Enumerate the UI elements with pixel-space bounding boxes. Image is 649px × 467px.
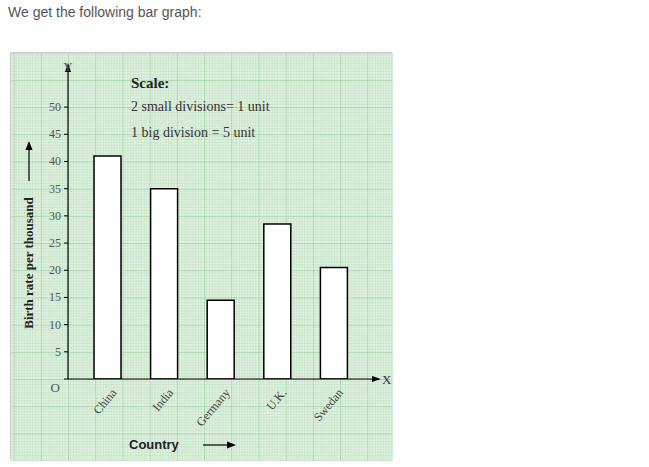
- svg-text:Germany: Germany: [193, 386, 232, 429]
- svg-text:Swedan: Swedan: [311, 386, 346, 424]
- svg-text:O: O: [51, 380, 60, 395]
- svg-text:Y: Y: [63, 59, 73, 74]
- svg-text:U.K.: U.K.: [264, 386, 290, 413]
- html-text:We get the following bar graph: We get the following bar graph:: [8, 4, 202, 20]
- svg-text:China: China: [90, 385, 120, 416]
- svg-text:40: 40: [49, 154, 61, 168]
- svg-text:35: 35: [49, 182, 61, 196]
- svg-text:10: 10: [49, 318, 61, 332]
- svg-text:2 small divisions= 1 unit: 2 small divisions= 1 unit: [131, 99, 270, 114]
- svg-text:50: 50: [49, 100, 61, 114]
- svg-text:30: 30: [49, 209, 61, 223]
- svg-text:1 big division = 5 unit: 1 big division = 5 unit: [131, 125, 255, 140]
- svg-text:25: 25: [49, 236, 61, 250]
- svg-text:X: X: [382, 372, 392, 387]
- svg-text:15: 15: [49, 290, 61, 304]
- svg-text:Country: Country: [129, 437, 180, 452]
- svg-text:5: 5: [55, 345, 61, 359]
- svg-text:Scale:: Scale:: [131, 75, 169, 91]
- svg-text:20: 20: [49, 263, 61, 277]
- svg-text:Birth rate per thousand: Birth rate per thousand: [21, 196, 36, 328]
- svg-text:45: 45: [49, 127, 61, 141]
- svg-text:India: India: [150, 385, 177, 413]
